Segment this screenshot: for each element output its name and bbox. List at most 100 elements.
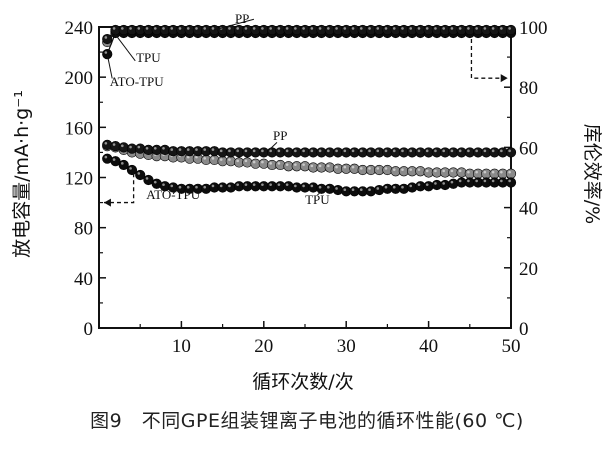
data-point-highlight <box>203 185 207 189</box>
x-tick-label: 50 <box>502 336 521 357</box>
data-point-highlight <box>425 149 429 153</box>
figure-caption: 图9 不同GPE组装锂离子电池的循环性能(60 ℃) <box>90 410 524 432</box>
data-point-highlight <box>261 27 264 30</box>
data-point-highlight <box>359 149 363 153</box>
data-point-highlight <box>467 170 470 174</box>
data-point-highlight <box>285 149 289 153</box>
data-point-highlight <box>434 169 437 173</box>
data-point-highlight <box>475 27 478 30</box>
data-point-highlight <box>384 167 388 170</box>
data-point-highlight <box>491 170 495 174</box>
data-point-highlight <box>186 148 190 151</box>
data-point-highlight <box>269 27 272 30</box>
data-point-highlight <box>153 147 157 150</box>
data-point-highlight <box>203 157 207 160</box>
data-point-highlight <box>483 27 487 30</box>
series-pp-left <box>102 139 517 158</box>
left-y-tick-label: 160 <box>65 118 94 139</box>
x-tick-label: 10 <box>172 336 191 357</box>
data-point-highlight <box>121 27 124 30</box>
data-point-highlight <box>203 27 207 30</box>
annotation-leader <box>267 142 278 152</box>
data-point-highlight <box>327 149 330 153</box>
data-point-highlight <box>500 149 503 153</box>
data-point-highlight <box>417 27 421 30</box>
data-point-highlight <box>401 27 404 30</box>
data-point-highlight <box>170 184 174 188</box>
data-point-highlight <box>392 168 396 171</box>
x-axis-ticks: 10 20 30 40 50 <box>139 321 521 357</box>
data-point-highlight <box>467 149 470 153</box>
data-point-highlight <box>129 167 132 170</box>
data-point <box>505 24 517 36</box>
x-tick-label: 30 <box>337 336 356 357</box>
data-point-highlight <box>228 158 231 161</box>
left-y-tick-label: 40 <box>74 269 93 290</box>
right-y-tick-label: 100 <box>519 18 548 39</box>
data-point-highlight <box>186 185 190 189</box>
data-point-highlight <box>236 159 239 163</box>
data-point-highlight <box>425 169 429 173</box>
data-point-highlight <box>145 177 149 180</box>
series-tpu-left <box>102 141 517 179</box>
data-point-highlight <box>500 179 503 183</box>
data-point-highlight <box>261 160 264 164</box>
data-point <box>102 48 113 60</box>
data-point-highlight <box>104 51 108 54</box>
data-point-highlight <box>121 144 124 148</box>
data-point-highlight <box>442 182 445 185</box>
data-point-highlight <box>121 162 124 165</box>
data-point-highlight <box>236 183 239 186</box>
data-point-highlight <box>137 172 141 175</box>
data-point-highlight <box>277 27 281 30</box>
data-point-highlight <box>368 149 371 153</box>
data-point-highlight <box>219 158 223 161</box>
data-point-highlight <box>376 149 380 153</box>
data-point-highlight <box>228 184 231 188</box>
data-point-highlight <box>384 185 388 189</box>
data-point-highlight <box>318 149 322 153</box>
data-point-highlight <box>368 188 371 191</box>
data-point-highlight <box>261 183 264 186</box>
data-point <box>102 33 113 45</box>
right-y-tick-label: 80 <box>519 78 538 99</box>
right-y-axis-ticks: 0 20 40 60 80 100 <box>504 18 548 340</box>
data-point-highlight <box>359 188 363 191</box>
data-point-highlight <box>401 185 404 189</box>
annotation-leader <box>317 187 326 196</box>
data-point-highlight <box>491 27 495 30</box>
data-point-highlight <box>450 149 454 153</box>
data-point-highlight <box>434 149 437 153</box>
data-point-highlight <box>442 149 445 153</box>
data-point-highlight <box>112 27 116 30</box>
data-point-highlight <box>244 27 248 30</box>
data-point-highlight <box>491 149 495 153</box>
data-point-highlight <box>211 184 215 188</box>
data-point-highlight <box>112 143 116 146</box>
data-point-highlight <box>137 145 141 149</box>
data-point-highlight <box>153 180 157 184</box>
series-annotation: ATO-TPU <box>146 187 201 202</box>
data-point-highlight <box>294 27 297 30</box>
data-point-highlight <box>384 27 388 30</box>
data-point-highlight <box>252 160 256 164</box>
data-point-highlight <box>228 149 231 153</box>
left-y-axis-ticks: 0 40 80 120 160 200 240 <box>65 18 106 340</box>
data-point-highlight <box>434 27 437 30</box>
data-point-highlight <box>392 149 396 153</box>
data-point-highlight <box>170 27 174 30</box>
data-point-highlight <box>310 184 314 188</box>
data-point-highlight <box>401 168 404 171</box>
cycling-performance-chart: 10 20 30 40 50 0 40 80 120 160 200 240 0 20 40 60 80 10… <box>11 11 603 393</box>
data-point-highlight <box>310 164 314 168</box>
data-point <box>118 159 129 171</box>
data-point <box>505 177 517 188</box>
annotation-leader <box>106 53 113 79</box>
data-point-highlight <box>285 27 289 30</box>
data-point-highlight <box>335 149 338 153</box>
data-point-highlight <box>351 188 355 191</box>
left-y-tick-label: 120 <box>65 169 94 190</box>
data-point-highlight <box>252 149 256 153</box>
data-point-highlight <box>450 27 454 30</box>
data-point-highlight <box>359 27 363 30</box>
